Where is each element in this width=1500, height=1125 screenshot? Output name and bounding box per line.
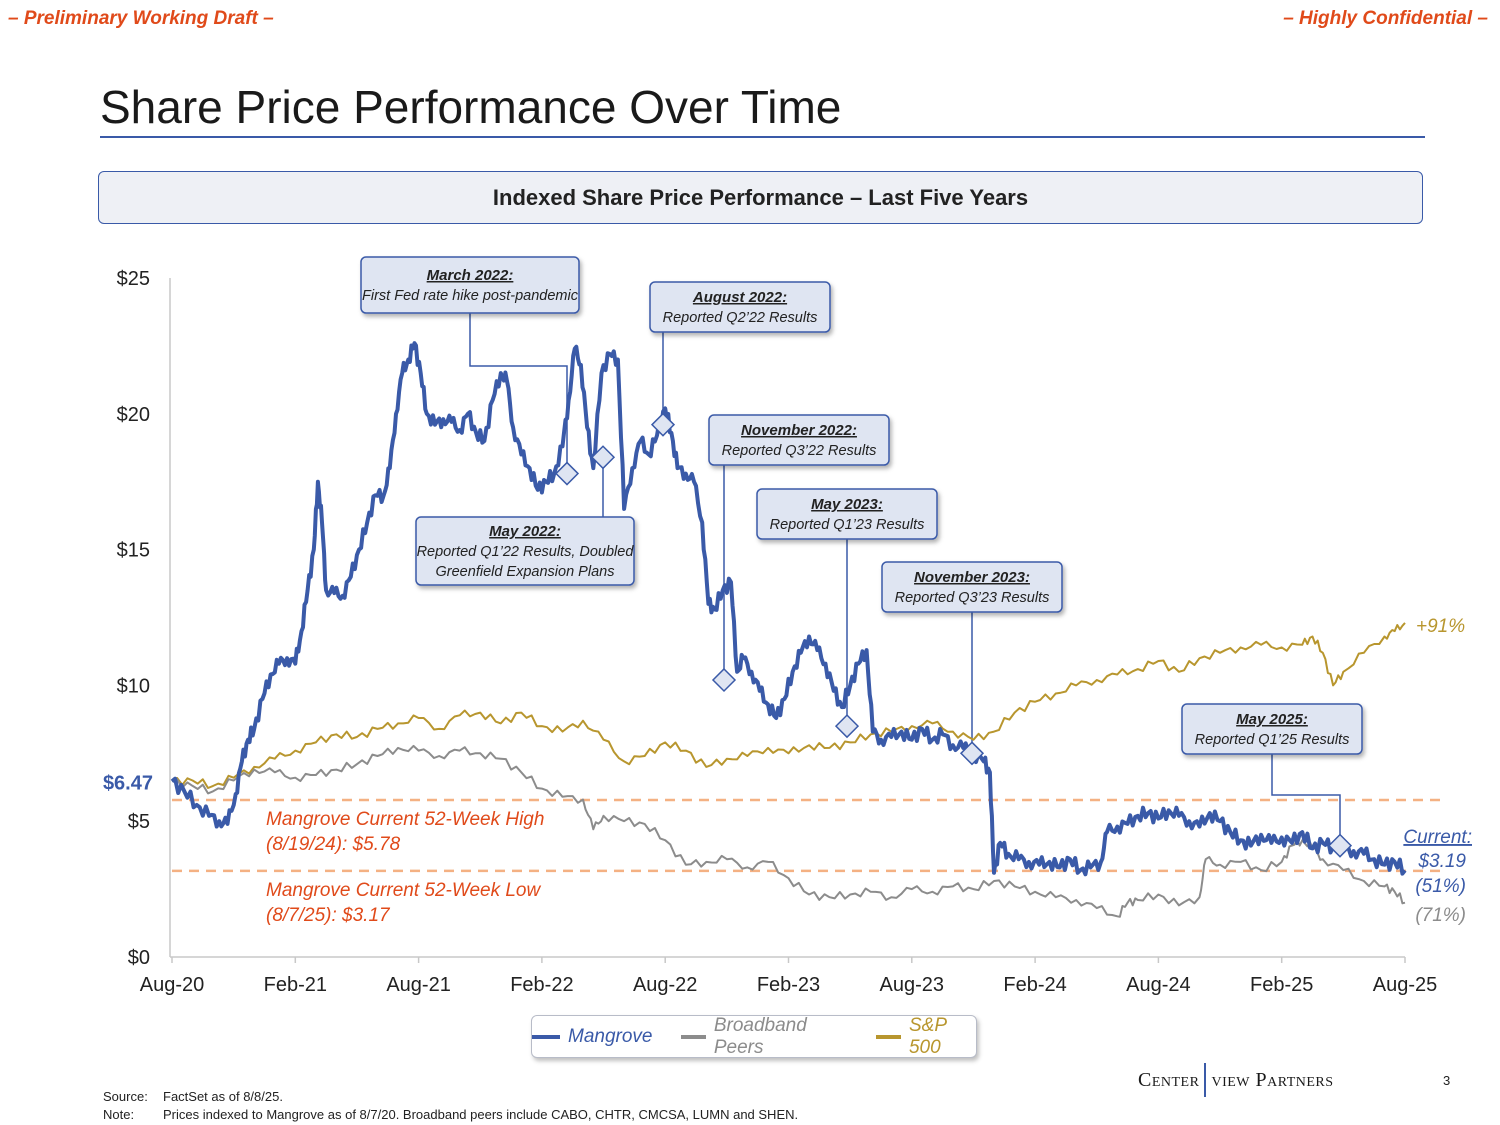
event-callout: November 2022: Reported Q3’22 Results (708, 414, 890, 466)
callout-text: Reported Q1’23 Results (770, 517, 925, 533)
x-tick-label: Aug-20 (140, 974, 205, 996)
callout-text: First Fed rate hike post-pandemic (362, 288, 579, 304)
source-text: FactSet as of 8/8/25. (163, 1089, 283, 1104)
event-callout: August 2022: Reported Q2’22 Results (649, 281, 831, 333)
callout-box (756, 488, 938, 540)
callout-title: May 2023: (811, 496, 883, 513)
legend-peers-swatch (680, 1034, 706, 1039)
note-text: Prices indexed to Mangrove as of 8/7/20.… (163, 1107, 799, 1122)
y-tick-label: $15 (117, 540, 150, 562)
event-marker (590, 445, 616, 470)
logo-divider (1204, 1063, 1207, 1097)
title-rule (100, 136, 1425, 138)
company-logo: Center view Partners (1138, 1063, 1334, 1097)
confidential-label: – Highly Confidential – (1283, 8, 1488, 29)
event-marker (1327, 833, 1353, 858)
x-tick-label: Aug-25 (1373, 974, 1438, 996)
callout-title: May 2022: (489, 523, 561, 540)
sp500-line (171, 622, 1406, 789)
callout-box (360, 256, 580, 314)
callout-title: March 2022: (427, 267, 514, 284)
legend-peers-label: Broadband Peers (713, 1014, 807, 1058)
callout-box (881, 561, 1063, 613)
source-label: Source: (103, 1089, 148, 1104)
event-marker (959, 741, 985, 766)
callout-box (649, 281, 831, 333)
callout-connector (1271, 754, 1341, 846)
legend-sp500-label: S&P 500 (908, 1014, 947, 1058)
event-callout: May 2025: Reported Q1’25 Results (1181, 703, 1363, 755)
footnotes: Source: FactSet as of 8/8/25. Note: Prices… (103, 1088, 798, 1124)
peers-line (171, 744, 1406, 918)
event-callout: November 2023: Reported Q3’23 Results (881, 561, 1063, 613)
event-marker (711, 667, 737, 693)
callout-title: May 2025: (1236, 711, 1308, 728)
callout-text: Reported Q1’22 Results, Doubled (417, 544, 635, 560)
legend-sp500-swatch (875, 1034, 901, 1039)
x-tick-label: Feb-24 (1003, 974, 1066, 996)
callout-text: Reported Q1’25 Results (1195, 732, 1350, 748)
event-marker (834, 714, 860, 739)
chart-legend: Mangrove Broadband Peers S&P 500 (531, 1015, 977, 1058)
legend-peers: Broadband Peers (680, 1014, 848, 1059)
x-tick-label: Feb-22 (510, 974, 573, 996)
current-title-label: Current: (1403, 827, 1472, 848)
y-tick-label: $20 (117, 404, 150, 426)
logo-left: Center (1138, 1068, 1200, 1091)
chart-banner: Indexed Share Price Performance – Last F… (98, 171, 1423, 224)
x-tick-label: Feb-21 (264, 974, 327, 996)
x-tick-label: Aug-21 (386, 974, 451, 996)
legend-mangrove-label: Mangrove (568, 1025, 653, 1047)
y-tick-label: $5 (128, 811, 150, 833)
x-tick-label: Aug-23 (880, 974, 945, 996)
note-row: Note: Prices indexed to Mangrove as of 8/… (103, 1106, 798, 1124)
sp500-return-label: +91% (1416, 616, 1465, 637)
logo-right: view Partners (1211, 1068, 1334, 1091)
y-tick-label: $25 (117, 268, 150, 290)
reference-label: Mangrove Current 52-Week High (266, 809, 544, 830)
page-number: 3 (1443, 1073, 1451, 1088)
reference-label: (8/7/25): $3.17 (266, 905, 391, 926)
mangrove-line (170, 341, 1407, 877)
draft-label: – Preliminary Working Draft – (8, 8, 274, 29)
event-callout: May 2023: Reported Q1’23 Results (756, 488, 938, 540)
event-marker (554, 461, 580, 486)
current-price-label: $3.19 (1417, 851, 1466, 872)
x-tick-label: Aug-24 (1126, 974, 1191, 996)
x-tick-label: Feb-23 (757, 974, 820, 996)
callout-text: Reported Q3’22 Results (722, 443, 877, 459)
y-tick-label: $10 (117, 675, 150, 697)
reference-label: (8/19/24): $5.78 (266, 834, 401, 855)
reference-label: Mangrove Current 52-Week Low (266, 880, 541, 901)
x-tick-label: Feb-25 (1250, 974, 1313, 996)
page-title: Share Price Performance Over Time (100, 81, 842, 133)
callout-title: November 2023: (914, 569, 1030, 586)
event-callout: May 2022: Reported Q1’22 Results, Doubled… (415, 516, 635, 586)
legend-sp500: S&P 500 (875, 1014, 976, 1059)
callout-box (415, 516, 635, 586)
source-note: Source: FactSet as of 8/8/25. (103, 1088, 798, 1106)
start-value-label: $6.47 (103, 772, 153, 794)
callout-box (708, 414, 890, 466)
callout-text: Reported Q3’23 Results (895, 590, 1050, 606)
mangrove-return-label: (51%) (1415, 876, 1466, 897)
legend-mangrove-swatch (532, 1034, 560, 1039)
callout-text: Reported Q2’22 Results (663, 310, 818, 326)
note-label: Note: (103, 1107, 135, 1122)
callout-text: Greenfield Expansion Plans (436, 564, 615, 580)
peers-return-label: (71%) (1415, 905, 1466, 926)
event-callout: March 2022: First Fed rate hike post-pand… (360, 256, 580, 314)
legend-mangrove: Mangrove (532, 1026, 653, 1048)
y-tick-label: $0 (128, 947, 150, 969)
callout-title: November 2022: (741, 422, 857, 439)
callout-title: August 2022: (692, 289, 787, 306)
event-marker (650, 412, 676, 437)
x-tick-label: Aug-22 (633, 974, 698, 996)
callout-box (1181, 703, 1363, 755)
